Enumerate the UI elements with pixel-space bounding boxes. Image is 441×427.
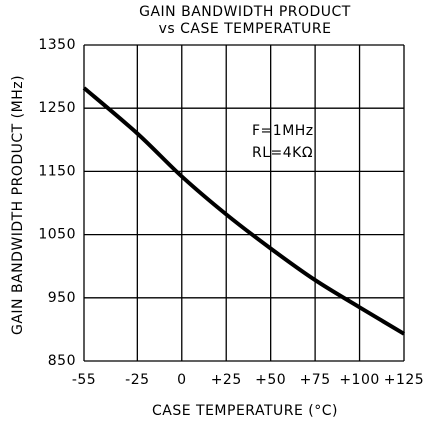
chart-title: GAIN BANDWIDTH PRODUCT: [139, 4, 351, 20]
y-tick-label: 1350: [38, 37, 76, 53]
y-axis-label: GAIN BANDWIDTH PRODUCT (MHz): [10, 75, 26, 335]
x-tick-label: +75: [300, 372, 331, 388]
x-tick-label: -55: [72, 372, 96, 388]
x-tick-label: -25: [125, 372, 149, 388]
y-tick-label: 850: [48, 353, 76, 369]
y-tick-label: 1250: [38, 100, 76, 116]
x-tick-label: +125: [384, 372, 424, 388]
x-tick-label: +100: [339, 372, 379, 388]
chart-subtitle: vs CASE TEMPERATURE: [159, 21, 332, 37]
x-tick-label: 0: [177, 372, 186, 388]
x-tick-label: +25: [211, 372, 242, 388]
annotation: F=1MHz: [252, 123, 314, 139]
y-tick-label: 1150: [38, 163, 76, 179]
x-tick-label: +50: [255, 372, 286, 388]
x-axis-label: CASE TEMPERATURE (°C): [152, 403, 338, 419]
data-line: [82, 86, 406, 336]
annotation: RL=4KΩ: [252, 145, 313, 161]
y-tick-label: 1050: [38, 227, 76, 243]
y-tick-label: 950: [48, 290, 76, 306]
